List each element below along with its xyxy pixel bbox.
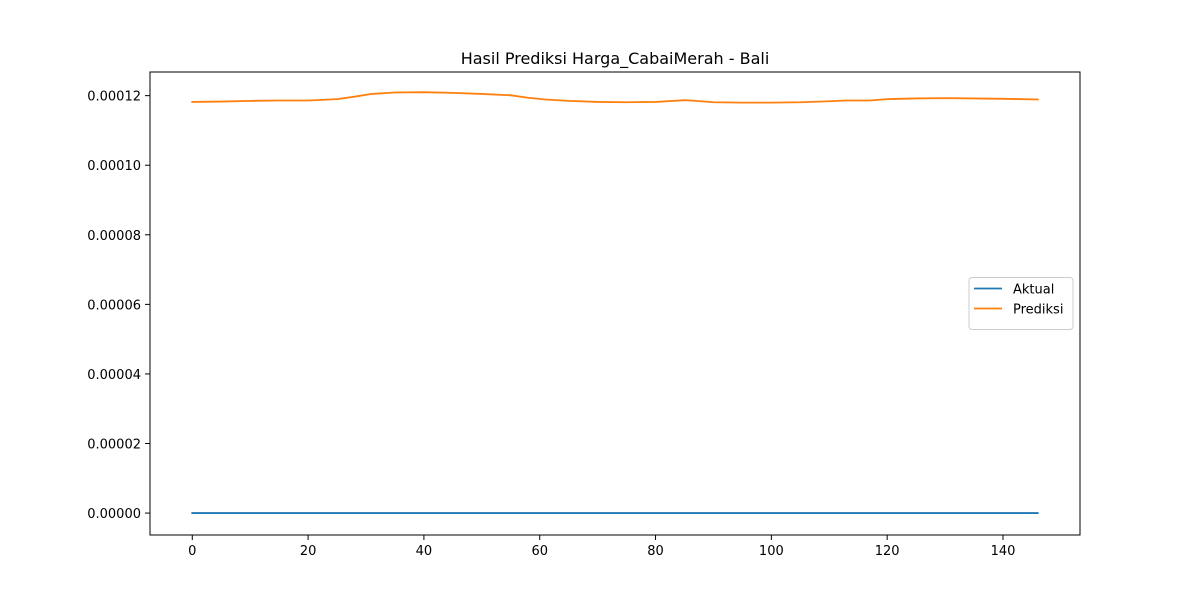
legend: Aktual Prediksi [968,277,1074,330]
y-tick-label: 0.00012 [87,90,141,105]
y-axis-ticks: 0.00000 0.00002 0.00004 0.00006 0.00008 0.000… [87,90,150,522]
legend-box [968,277,1074,330]
y-tick-label: 0.00008 [87,229,141,244]
y-tick-label: 0.00006 [87,298,141,313]
series-lines [191,91,1039,514]
x-tick-label: 100 [759,544,784,559]
series-line-prediksi [191,91,1039,104]
x-tick-label: 20 [300,544,317,559]
y-tick-label: 0.00002 [87,438,141,453]
x-tick-label: 120 [875,544,900,559]
y-tick-label: 0.00000 [87,507,141,522]
x-tick-label: 40 [416,544,433,559]
legend-label-prediksi: Prediksi [1013,303,1063,318]
x-tick-label: 140 [991,544,1016,559]
y-tick-label: 0.00004 [87,368,141,383]
plot-area-frame [149,71,1081,536]
y-tick-label: 0.00010 [87,159,141,174]
legend-label-aktual: Aktual [1013,283,1054,298]
x-tick-label: 0 [188,544,196,559]
x-tick-label: 80 [647,544,664,559]
x-axis-ticks: 0 20 40 60 80 100 120 140 [188,535,1015,559]
chart-title: Hasil Prediksi Harga_CabaiMerah - Bali [461,49,770,69]
x-tick-label: 60 [531,544,548,559]
